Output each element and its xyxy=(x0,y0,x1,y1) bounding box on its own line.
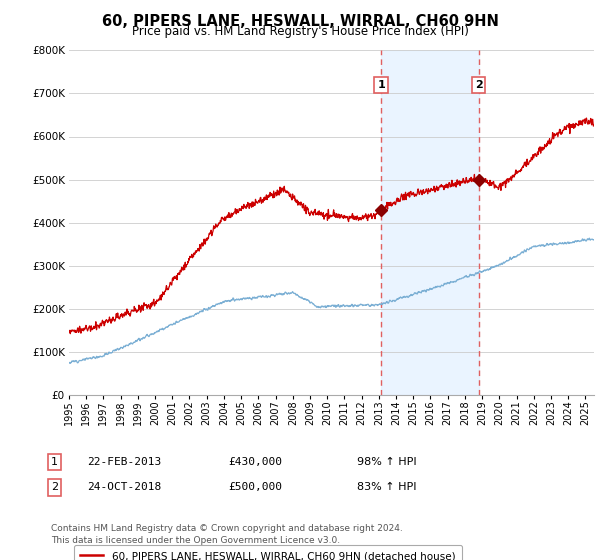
Text: 24-OCT-2018: 24-OCT-2018 xyxy=(87,482,161,492)
Text: 2: 2 xyxy=(51,482,58,492)
Text: 22-FEB-2013: 22-FEB-2013 xyxy=(87,457,161,467)
Text: Contains HM Land Registry data © Crown copyright and database right 2024.
This d: Contains HM Land Registry data © Crown c… xyxy=(51,524,403,545)
Text: 98% ↑ HPI: 98% ↑ HPI xyxy=(357,457,416,467)
Text: 83% ↑ HPI: 83% ↑ HPI xyxy=(357,482,416,492)
Legend: 60, PIPERS LANE, HESWALL, WIRRAL, CH60 9HN (detached house), HPI: Average price,: 60, PIPERS LANE, HESWALL, WIRRAL, CH60 9… xyxy=(74,545,461,560)
Text: 60, PIPERS LANE, HESWALL, WIRRAL, CH60 9HN: 60, PIPERS LANE, HESWALL, WIRRAL, CH60 9… xyxy=(101,14,499,29)
Text: 2: 2 xyxy=(475,80,483,90)
Bar xyxy=(381,50,479,395)
Text: £430,000: £430,000 xyxy=(228,457,282,467)
Text: 1: 1 xyxy=(377,80,385,90)
Text: £500,000: £500,000 xyxy=(228,482,282,492)
Text: 1: 1 xyxy=(51,457,58,467)
Text: Price paid vs. HM Land Registry's House Price Index (HPI): Price paid vs. HM Land Registry's House … xyxy=(131,25,469,38)
